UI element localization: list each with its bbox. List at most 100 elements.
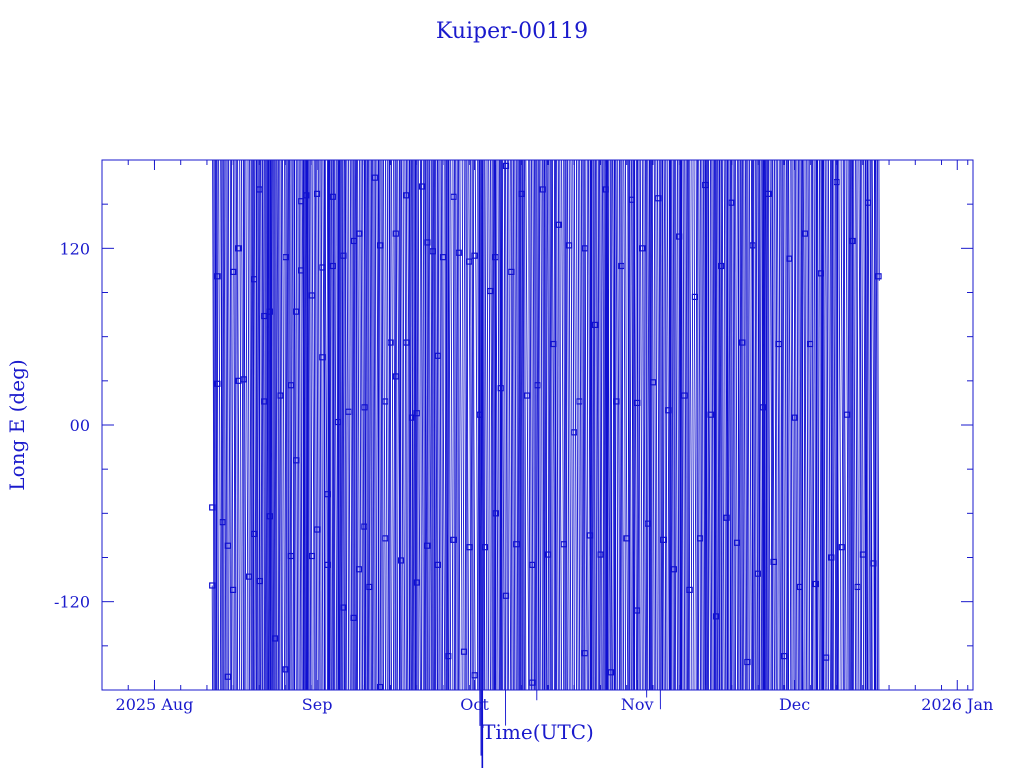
data-point (481, 544, 489, 551)
data-point (801, 230, 809, 237)
data-point (571, 429, 578, 436)
data-point (623, 535, 630, 542)
data-point (314, 526, 321, 533)
x-tick-label: Dec (779, 695, 810, 714)
data-point (214, 380, 221, 387)
data-point (392, 373, 399, 380)
data-point (261, 398, 268, 405)
data-point (235, 245, 242, 252)
sample-markers (209, 162, 882, 691)
data-point (219, 519, 226, 526)
data-point (849, 237, 856, 245)
y-axis-ticks: 120 00 -120 (54, 203, 973, 647)
data-point (319, 354, 326, 361)
data-point (644, 520, 651, 527)
data-point (350, 237, 357, 245)
data-point (560, 541, 567, 548)
data-point (413, 410, 420, 417)
data-point (272, 635, 279, 642)
data-point (387, 339, 394, 346)
data-point (466, 544, 473, 551)
data-point (875, 273, 882, 280)
data-point (544, 551, 552, 558)
data-point (618, 262, 625, 270)
data-point (807, 340, 814, 348)
data-point (413, 579, 420, 586)
data-point (539, 186, 546, 193)
data-point (576, 398, 583, 405)
data-point (817, 270, 824, 277)
data-point (628, 196, 636, 203)
data-point (403, 192, 410, 199)
data-point (261, 312, 268, 320)
data-point (340, 252, 347, 259)
data-point (864, 199, 872, 206)
data-point (382, 398, 389, 405)
data-point (718, 262, 725, 270)
x-tick-label: 2026 Jan (921, 695, 993, 714)
data-point (822, 654, 830, 661)
data-point (602, 186, 609, 193)
data-point (676, 233, 683, 240)
data-point (340, 604, 347, 611)
data-point (445, 653, 452, 660)
data-point (749, 242, 756, 249)
data-point (565, 242, 573, 249)
x-axis-label: Time(UTC) (482, 720, 594, 744)
data-point (392, 230, 399, 237)
data-point (796, 583, 803, 591)
data-point (403, 339, 410, 346)
data-point (308, 292, 315, 299)
data-point (843, 411, 851, 418)
data-point (775, 340, 782, 348)
data-point (739, 339, 746, 346)
data-point (324, 561, 331, 568)
data-point (649, 379, 657, 386)
data-point (224, 673, 232, 680)
data-point (513, 541, 520, 548)
data-point (230, 586, 237, 593)
data-point (287, 382, 294, 389)
data-point (681, 392, 688, 399)
data-point (723, 514, 730, 521)
data-point (833, 178, 840, 186)
data-point (245, 573, 253, 580)
data-point (266, 513, 274, 520)
data-point (471, 252, 478, 259)
data-point (335, 418, 342, 426)
data-point (455, 249, 462, 256)
data-point (314, 190, 321, 197)
data-point (256, 186, 263, 193)
x-axis-ticks: 2025 Aug Sep Oct Nov Dec 2026 Jan (101, 160, 993, 714)
data-point (282, 666, 289, 673)
data-point (303, 192, 310, 199)
data-point (781, 653, 788, 660)
data-point (634, 607, 641, 614)
x-tick-label: Sep (302, 695, 333, 714)
data-point (251, 530, 258, 538)
data-point (439, 254, 447, 261)
data-point (765, 190, 772, 197)
data-point (308, 552, 315, 560)
data-point (838, 544, 845, 551)
data-point (376, 242, 384, 249)
data-point (828, 554, 835, 561)
data-point (859, 551, 866, 558)
data-point (408, 414, 415, 421)
data-point (476, 411, 483, 418)
data-point (497, 385, 504, 392)
data-point (529, 561, 536, 568)
data-point (791, 414, 798, 421)
data-point (240, 376, 247, 383)
data-point (712, 613, 719, 620)
y-tick-label: 00 (70, 416, 90, 435)
data-point (686, 586, 693, 593)
data-point (224, 542, 232, 549)
data-point (251, 276, 258, 283)
data-point (707, 411, 714, 418)
data-point (697, 535, 704, 542)
data-point (597, 551, 604, 558)
data-point (660, 536, 667, 543)
data-point (214, 273, 221, 280)
